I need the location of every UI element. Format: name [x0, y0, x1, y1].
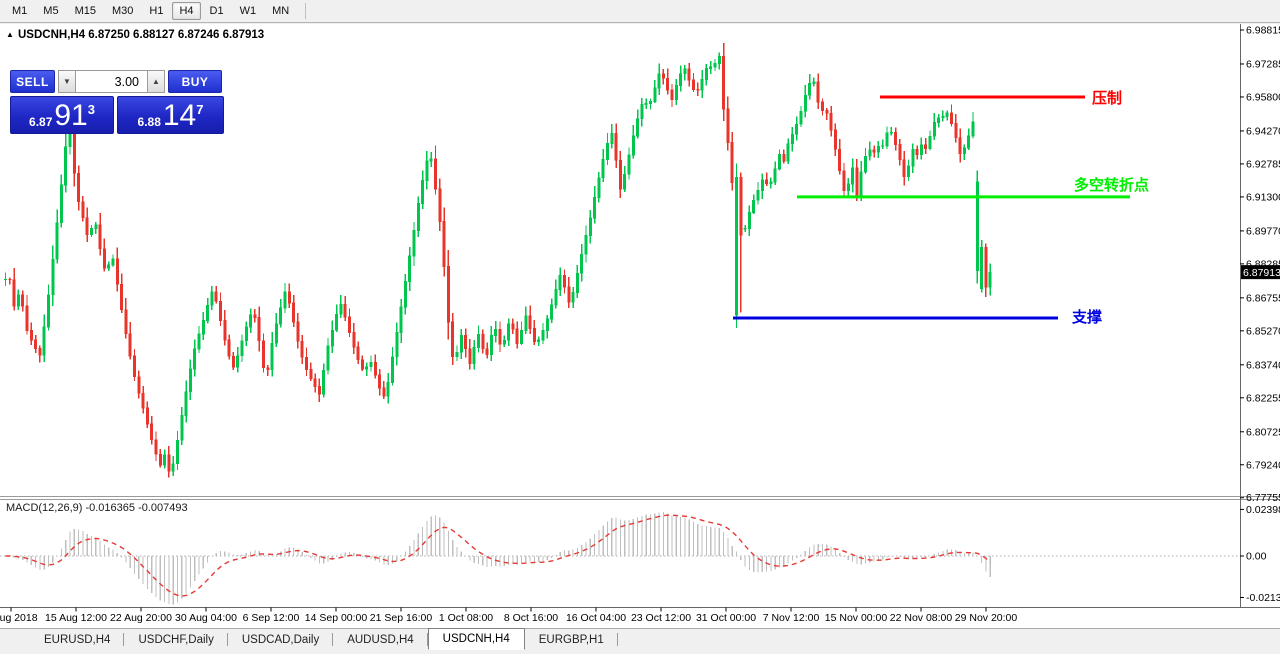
timeframe-button-m1[interactable]: M1 [12, 5, 28, 17]
annotation-label-resistance: 压制 [1092, 89, 1122, 107]
price-axis-label: 6.85270 [1246, 325, 1280, 337]
time-axis-label: 23 Oct 12:00 [631, 612, 691, 624]
price-axis-label: 6.79240 [1246, 459, 1280, 471]
lot-decrease-icon[interactable]: ▼ [58, 70, 76, 93]
timeframe-button-h1[interactable]: H1 [149, 5, 164, 17]
sell-price-big: 91 [54, 99, 88, 132]
chart-tab-usdcad-daily[interactable]: USDCAD,Daily [228, 629, 334, 650]
timeframe-toolbar: M1 M5 M15 M30 H1 H4 D1 W1 MN [0, 0, 1280, 23]
price-axis-label: 6.98815 [1246, 25, 1280, 37]
toolbar-separator [305, 3, 307, 19]
chart-tab-usdchf-daily[interactable]: USDCHF,Daily [124, 629, 229, 650]
price-axis-label: 6.77755 [1246, 492, 1280, 504]
time-axis-label: 31 Oct 00:00 [696, 612, 756, 624]
time-axis-label: 22 Aug 20:00 [110, 612, 172, 624]
sell-button[interactable]: SELL [10, 70, 55, 93]
time-axis-label: 15 Nov 00:00 [825, 612, 888, 624]
annotation-label-turning-point: 多空转折点 [1074, 176, 1149, 194]
symbol-tab-bar: EURUSD,H4 USDCHF,Daily USDCAD,Daily AUDUSD,… [0, 628, 1280, 650]
price-axis-label: 6.95800 [1246, 91, 1280, 103]
timeframe-button-d1[interactable]: D1 [209, 5, 224, 17]
time-axis-label: 8 Oct 16:00 [504, 612, 558, 624]
time-axis-label: 6 Sep 12:00 [243, 612, 300, 624]
chart-collapse-icon[interactable]: ▲ [6, 30, 14, 39]
sell-price-prefix: 6.87 [29, 115, 53, 129]
current-price-tag: 6.87913 [1243, 267, 1280, 279]
price-axis-label: 6.92785 [1246, 158, 1280, 170]
time-axis-label: 21 Sep 16:00 [370, 612, 433, 624]
timeframe-button-h4[interactable]: H4 [172, 2, 201, 20]
buy-price-prefix: 6.88 [137, 115, 161, 129]
price-axis-label: 6.83740 [1246, 359, 1280, 371]
time-axis-label: 1 Oct 08:00 [439, 612, 493, 624]
price-axis-label: 6.82255 [1246, 392, 1280, 404]
chart-tab-usdcnh-h4[interactable]: USDCNH,H4 [427, 628, 525, 650]
time-axis-label: 14 Sep 00:00 [305, 612, 368, 624]
chart-tab-eurgbp-h1[interactable]: EURGBP,H1 [525, 629, 618, 650]
macd-indicator-label: MACD(12,26,9) -0.016365 -0.007493 [6, 502, 188, 514]
timeframe-button-w1[interactable]: W1 [239, 5, 257, 17]
chart-tab-eurusd-h4[interactable]: EURUSD,H4 [30, 629, 125, 650]
price-axis-label: 6.80725 [1246, 426, 1280, 438]
one-click-trading-panel: SELL ▼ 3.00 ▲ BUY 6.87 91 3 6.88 14 7 [10, 70, 224, 134]
price-axis-label: 6.86755 [1246, 292, 1280, 304]
timeframe-button-m15[interactable]: M15 [74, 5, 96, 17]
lot-increase-icon[interactable]: ▲ [147, 70, 165, 93]
time-axis-label: 15 Aug 12:00 [45, 612, 107, 624]
time-axis-label: 7 Nov 12:00 [763, 612, 820, 624]
macd-axis-label: 0.02398 [1246, 504, 1280, 516]
time-axis-label: 30 Aug 04:00 [175, 612, 237, 624]
timeframe-button-m30[interactable]: M30 [111, 5, 134, 17]
sell-price-display[interactable]: 6.87 91 3 [10, 96, 114, 134]
bottom-strip [0, 650, 1280, 654]
time-axis-label: 22 Nov 08:00 [890, 612, 953, 624]
price-axis-label: 6.94270 [1246, 125, 1280, 137]
chart-tab-audusd-h4[interactable]: AUDUSD,H4 [333, 629, 429, 650]
buy-button[interactable]: BUY [168, 70, 222, 93]
time-axis-label: 29 Nov 20:00 [955, 612, 1018, 624]
timeframe-button-m5[interactable]: M5 [43, 5, 59, 17]
buy-price-big: 14 [162, 99, 197, 132]
macd-axis-label: 0.00 [1246, 551, 1267, 563]
timeframe-button-mn[interactable]: MN [272, 5, 290, 17]
annotation-label-support: 支撑 [1071, 308, 1102, 326]
buy-price-display[interactable]: 6.88 14 7 [117, 96, 224, 134]
sell-price-sup: 3 [87, 102, 95, 117]
price-axis-label: 6.97285 [1246, 58, 1280, 70]
macd-axis-label: -0.02137 [1246, 592, 1280, 604]
buy-price-sup: 7 [196, 102, 204, 117]
time-axis-label: 16 Oct 04:00 [566, 612, 626, 624]
price-axis-label: 6.89770 [1246, 225, 1280, 237]
chart-symbol-title: USDCNH,H4 6.87250 6.88127 6.87246 6.8791… [18, 29, 264, 41]
time-axis-label: 8 Aug 2018 [0, 612, 38, 624]
lot-size-input[interactable]: 3.00 [76, 70, 147, 93]
price-axis-label: 6.91300 [1246, 191, 1280, 203]
